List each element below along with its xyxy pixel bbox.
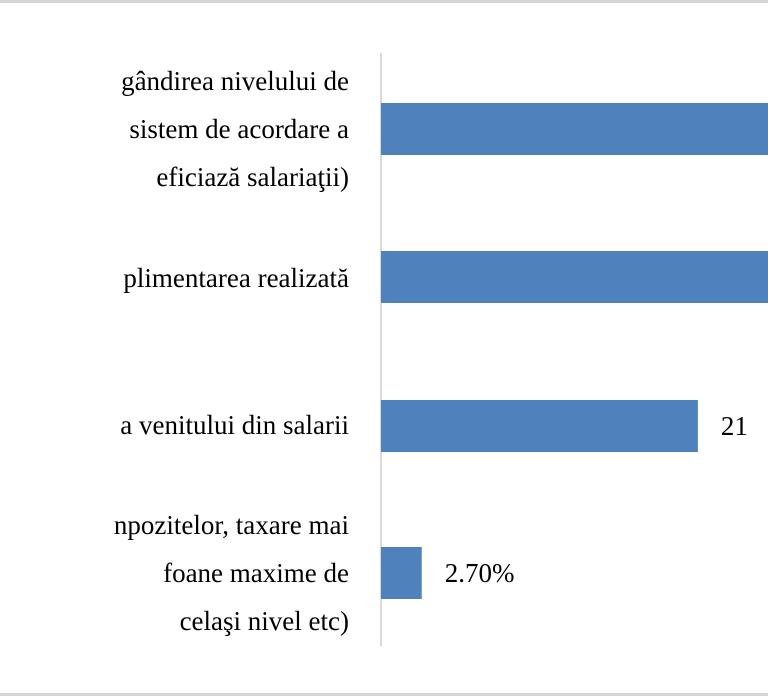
horizontal-bar-chart: gândirea nivelului de sistem de acordare … [114, 53, 768, 646]
category-label-2: plimentarea realizată [123, 263, 349, 293]
bar-1 [381, 103, 768, 155]
category-label-line: a venitului din salarii [120, 410, 349, 440]
category-label-3: a venitului din salarii [120, 410, 349, 440]
bars-group [381, 103, 768, 599]
bar-4 [381, 547, 422, 599]
category-label-line: npozitelor, taxare mai [114, 510, 349, 540]
category-label-1: gândirea nivelului de sistem de acordare … [121, 66, 349, 192]
value-label-4: 2.70% [445, 558, 515, 588]
category-label-line: foane maxime de [163, 558, 349, 588]
category-labels-group: gândirea nivelului de sistem de acordare … [114, 66, 349, 636]
category-label-line: eficiază salariaţii) [156, 162, 349, 192]
category-label-line: gândirea nivelului de [121, 66, 349, 96]
bar-3 [381, 400, 698, 452]
value-labels-group: 21 2.70% [445, 411, 748, 588]
category-label-4: npozitelor, taxare mai foane maxime de cel… [114, 510, 349, 636]
category-label-line: sistem de acordare a [129, 114, 349, 144]
category-label-line: plimentarea realizată [123, 263, 349, 293]
bar-2 [381, 251, 768, 303]
value-label-3: 21 [721, 411, 748, 441]
category-label-line: celaşi nivel etc) [180, 606, 349, 636]
